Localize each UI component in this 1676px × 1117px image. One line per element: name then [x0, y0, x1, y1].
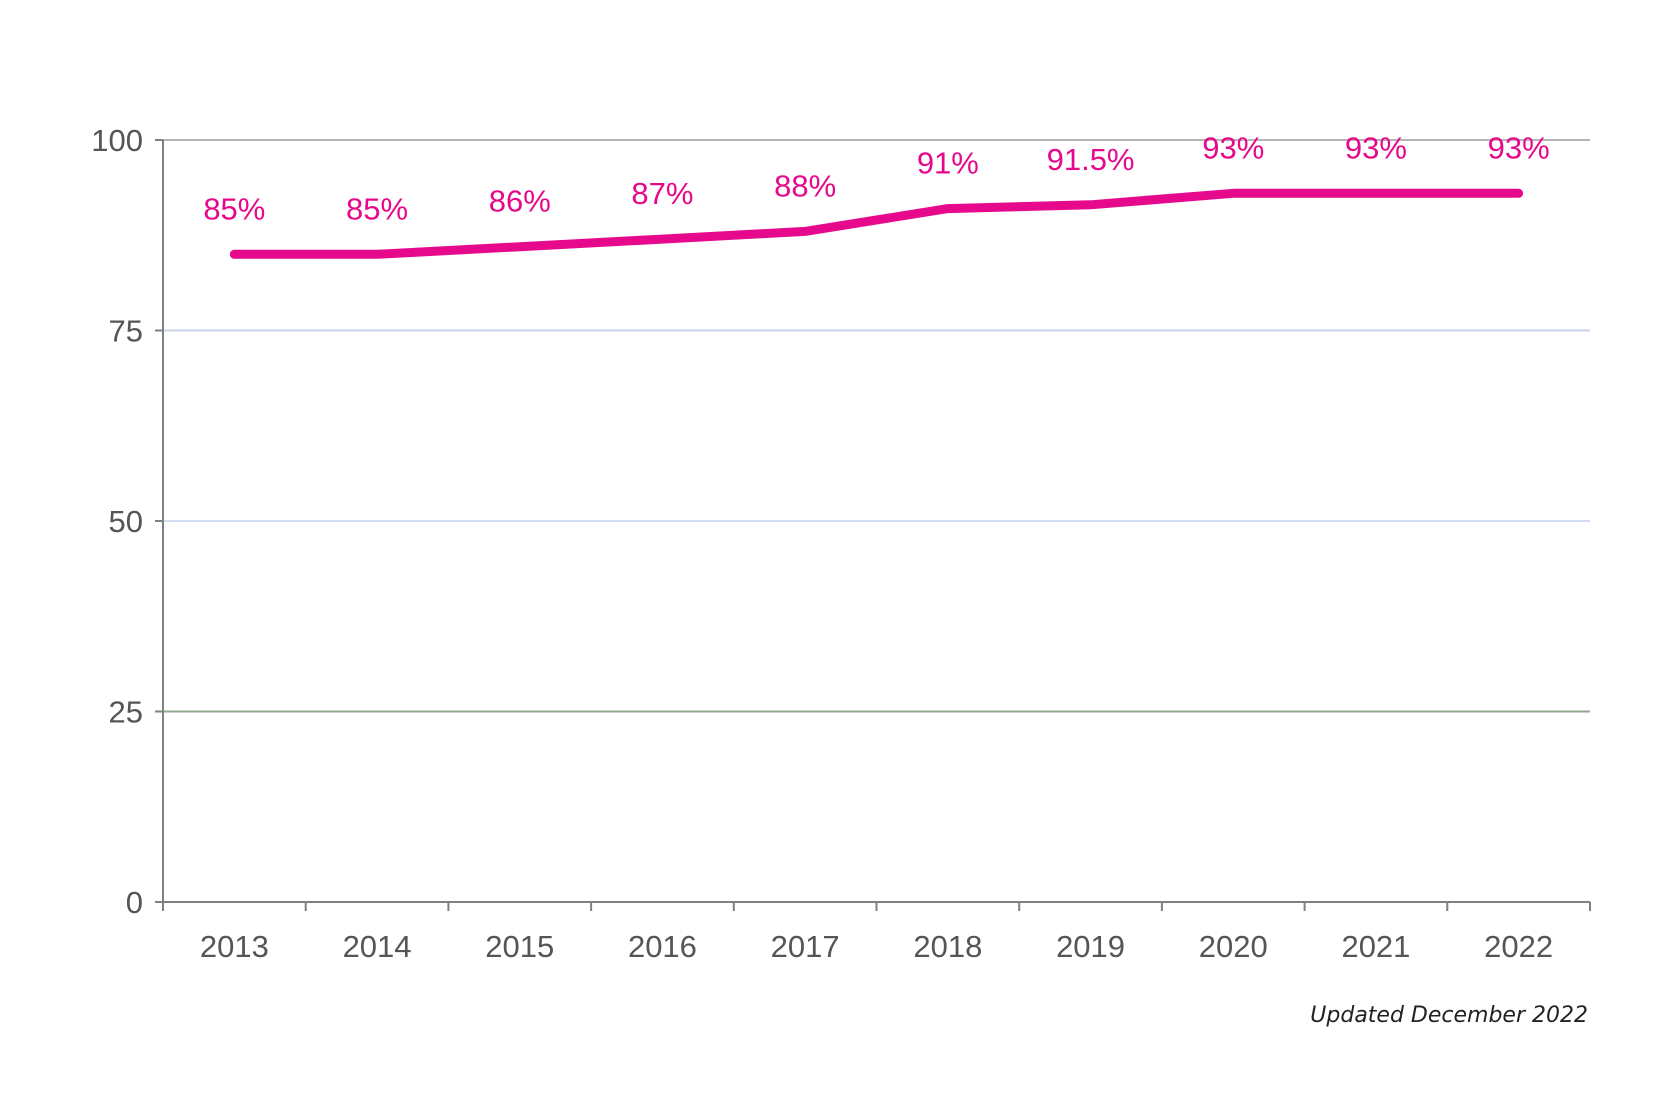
x-tick-label-2016: 2016: [628, 929, 697, 964]
x-tick-label-2022: 2022: [1484, 929, 1553, 964]
gridlines: [163, 139, 1590, 713]
x-tick-label-2015: 2015: [485, 929, 554, 964]
y-tick-label-0: 0: [126, 885, 143, 920]
x-axis-ticks: 2013 2014 2015 2016 2017 2018 2019 2020 2021 2022: [162, 902, 1591, 964]
series-line-group: [229, 188, 1524, 259]
x-tick-label-2019: 2019: [1056, 929, 1125, 964]
x-tick-label-2018: 2018: [913, 929, 982, 964]
y-tick-label-100: 100: [91, 123, 143, 158]
x-tick-label-2013: 2013: [200, 929, 269, 964]
data-label-2021: 93%: [1345, 130, 1407, 165]
x-tick-label-2014: 2014: [343, 929, 412, 964]
data-label-2019: 91.5%: [1047, 142, 1135, 177]
data-label-2018: 91%: [917, 146, 979, 181]
data-label-2013: 85%: [203, 191, 265, 226]
data-label-2020: 93%: [1202, 130, 1264, 165]
data-label-2017: 88%: [774, 168, 836, 203]
footnote: Updated December 2022: [1310, 1003, 1588, 1028]
y-axis-ticks: 0 25 50 75 100: [91, 123, 163, 920]
x-tick-label-2017: 2017: [771, 929, 840, 964]
x-tick-label-2020: 2020: [1199, 929, 1268, 964]
y-tick-label-75: 75: [109, 314, 143, 349]
data-label-2016: 87%: [631, 176, 693, 211]
y-tick-label-50: 50: [109, 504, 143, 539]
data-labels: 85% 85% 86% 87% 88% 91% 91.5% 93% 93% 93%: [203, 130, 1549, 226]
data-label-2022: 93%: [1488, 130, 1550, 165]
data-label-2015: 86%: [489, 184, 551, 219]
series-line-0: [229, 188, 1524, 259]
data-label-2014: 85%: [346, 191, 408, 226]
y-tick-label-25: 25: [109, 695, 143, 730]
x-tick-label-2021: 2021: [1341, 929, 1410, 964]
